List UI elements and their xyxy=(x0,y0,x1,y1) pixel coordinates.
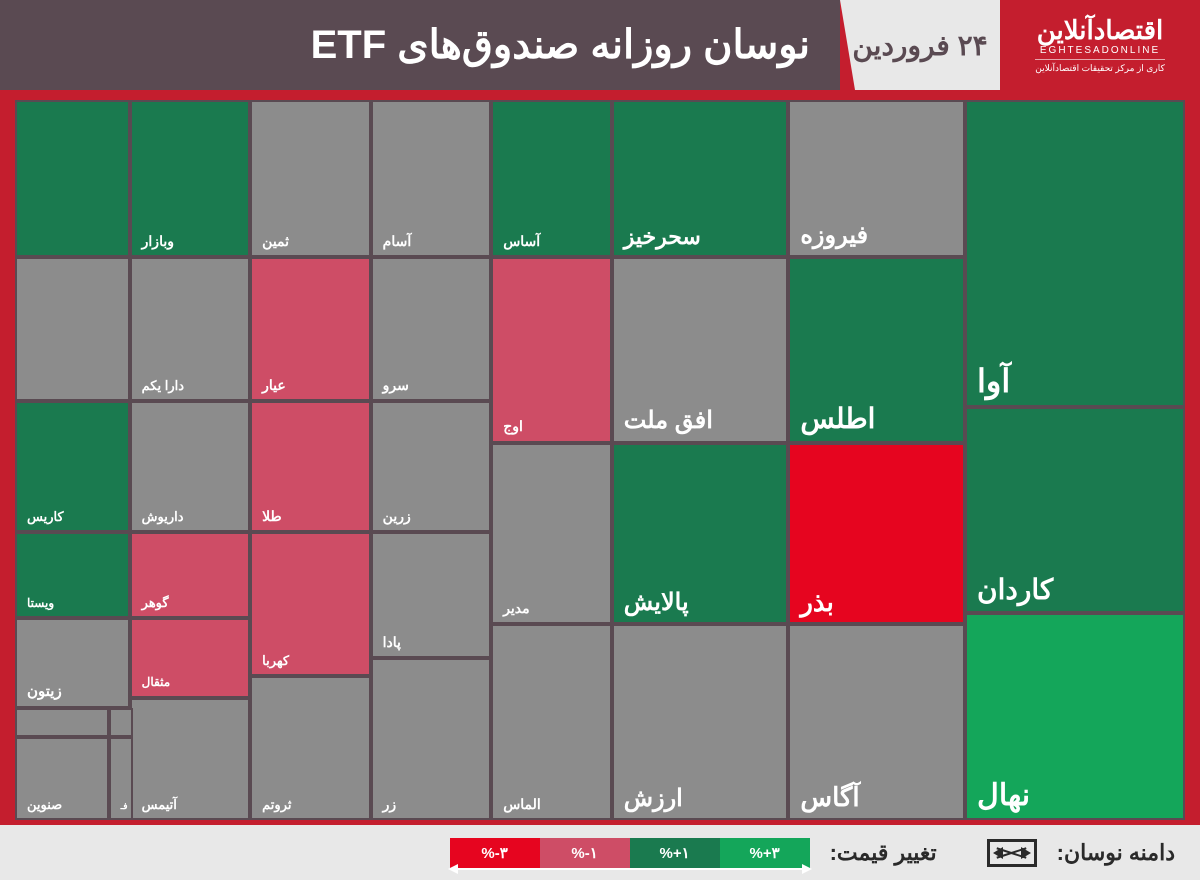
treemap-chart: آوا کاردان نهال فیروزه اطلس بذر آگاس سحرخیز افق … xyxy=(15,100,1185,820)
treemap-cell-label: آگاس xyxy=(800,783,859,812)
treemap-cell-label: ثروتم xyxy=(262,798,291,812)
treemap-cell-label: وبازار xyxy=(142,234,174,249)
treemap-cell: عیار xyxy=(250,257,371,401)
treemap-cell-label: فیروزه xyxy=(800,223,868,249)
treemap-cell-label: زرین xyxy=(383,509,411,524)
treemap-cell: زر xyxy=(371,658,492,820)
title-box: نوسان روزانه صندوق‌های ETF xyxy=(0,0,840,90)
treemap-cell xyxy=(15,100,130,257)
treemap-cell: بذر xyxy=(788,443,965,624)
legend-segment: %+۱ xyxy=(630,838,720,868)
treemap-cell: ویستا xyxy=(15,532,130,618)
treemap-cell: دارا یکم xyxy=(130,257,251,401)
treemap-cell-label: آساس xyxy=(503,234,540,249)
color-legend: %-۳%-۱%+۱%+۳ xyxy=(450,838,810,868)
header: اقتصادآنلاین EGHTESADONLINE کاری از مرکز… xyxy=(0,0,1200,90)
treemap-cell-label: نهال xyxy=(977,779,1030,812)
treemap-cell: طلا xyxy=(250,401,371,532)
treemap-cell-label: سحرخیز xyxy=(624,225,701,249)
page-title: نوسان روزانه صندوق‌های ETF xyxy=(311,22,810,68)
treemap-cell: آساس xyxy=(491,100,612,257)
treemap-cell: ثمین xyxy=(250,100,371,257)
treemap-cell-label: اطلس xyxy=(800,404,875,435)
treemap-cell-label: الماس xyxy=(503,797,541,812)
treemap-cell: سحرخیز xyxy=(612,100,789,257)
treemap-cell: آسام xyxy=(371,100,492,257)
treemap-cell-label: پادا xyxy=(383,635,401,650)
treemap-cell: اطلس xyxy=(788,257,965,443)
logo-box: اقتصادآنلاین EGHTESADONLINE کاری از مرکز… xyxy=(1000,0,1200,90)
range-icon xyxy=(987,839,1037,867)
treemap-cell: ارزش xyxy=(612,624,789,820)
treemap-cell-label: ارزش xyxy=(624,786,683,812)
logo-latin: EGHTESADONLINE xyxy=(1040,45,1160,56)
treemap-cell-label: کهربا xyxy=(262,654,289,668)
treemap-cell-label: کاریس xyxy=(27,510,64,524)
treemap-cell-label: آوا xyxy=(977,364,1010,399)
logo-main: اقتصادآنلاین xyxy=(1037,17,1164,43)
treemap-cell: زیتون xyxy=(15,618,130,708)
treemap-cell-label: بذر xyxy=(800,588,833,617)
date-box: ۲۴ فروردین xyxy=(840,0,1000,90)
treemap-cell: گوهر xyxy=(130,532,251,618)
treemap-cell: فـ xyxy=(109,737,133,820)
legend-arrows-icon xyxy=(450,868,810,870)
treemap-cell-label: کاردان xyxy=(977,575,1053,606)
treemap-cell: مدیر xyxy=(491,443,612,624)
treemap-cell: الماس xyxy=(491,624,612,820)
treemap-cell: آگاس xyxy=(788,624,965,820)
treemap-cell: اوج xyxy=(491,257,612,443)
treemap-cell-label: طلا xyxy=(262,509,282,524)
treemap-cell-label: داریوش xyxy=(142,510,184,524)
treemap-cell: مثقال xyxy=(130,618,251,697)
footer-legend: دامنه نوسان: تغییر قیمت: %-۳%-۱%+۱%+۳ xyxy=(0,825,1200,880)
treemap-cell-label: افق ملت xyxy=(624,408,713,434)
legend-segment: %+۳ xyxy=(720,838,810,868)
logo-subtitle: کاری از مرکز تحقیقات اقتصادآنلاین xyxy=(1035,59,1164,74)
treemap-cell: صنوین xyxy=(15,737,109,820)
treemap-cell: سرو xyxy=(371,257,492,401)
treemap-cell-label: دارا یکم xyxy=(142,379,184,393)
treemap-cell-label: مدیر xyxy=(503,601,529,616)
treemap-cell xyxy=(15,708,109,737)
treemap-cell-label: زیتون xyxy=(27,684,62,701)
treemap-cell: افق ملت xyxy=(612,257,789,443)
treemap-cell: آوا xyxy=(965,100,1185,407)
treemap-cell: پادا xyxy=(371,532,492,658)
legend-segment: %-۳ xyxy=(450,838,540,868)
treemap-cell-label: فـ xyxy=(121,802,128,812)
treemap-cell xyxy=(15,257,130,401)
treemap-cell: داریوش xyxy=(130,401,251,532)
treemap-cell: آتیمس xyxy=(130,698,251,820)
treemap-cell-label: عیار xyxy=(262,378,286,393)
infographic-frame: اقتصادآنلاین EGHTESADONLINE کاری از مرکز… xyxy=(0,0,1200,880)
legend-segment: %-۱ xyxy=(540,838,630,868)
treemap-cell-label: پالایش xyxy=(624,590,689,616)
treemap-cell: کهربا xyxy=(250,532,371,676)
range-label: دامنه نوسان: xyxy=(1057,840,1175,866)
treemap-cell-label: سرو xyxy=(383,378,409,393)
treemap-cell: ثروتم xyxy=(250,676,371,820)
treemap-cell xyxy=(109,708,133,737)
treemap-cell-label: مثقال xyxy=(142,676,171,689)
treemap-cell: زرین xyxy=(371,401,492,532)
treemap-cell-label: ویستا xyxy=(27,597,54,610)
change-label: تغییر قیمت: xyxy=(830,840,937,866)
treemap-cell-label: زر xyxy=(383,797,397,812)
treemap-cell: کاریس xyxy=(15,401,130,532)
treemap-cell-label: گوهر xyxy=(142,596,169,610)
treemap-cell: پالایش xyxy=(612,443,789,624)
treemap-cell-label: اوج xyxy=(503,419,523,434)
treemap-cell: نهال xyxy=(965,613,1185,820)
treemap-cell-label: آسام xyxy=(383,234,412,249)
treemap-cell-label: آتیمس xyxy=(142,798,177,812)
treemap-cell: کاردان xyxy=(965,407,1185,614)
treemap-cell-label: صنوین xyxy=(27,798,62,812)
treemap-cell-label: ثمین xyxy=(262,234,289,249)
treemap-cell: فیروزه xyxy=(788,100,965,257)
date-text: ۲۴ فروردین xyxy=(852,29,987,62)
treemap-cell: وبازار xyxy=(130,100,251,257)
